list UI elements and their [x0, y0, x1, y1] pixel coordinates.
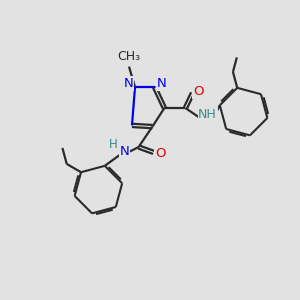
- Text: O: O: [193, 85, 203, 98]
- Text: CH₃: CH₃: [117, 50, 141, 64]
- Text: NH: NH: [198, 108, 217, 121]
- Text: H: H: [109, 138, 118, 151]
- Text: N: N: [124, 77, 133, 90]
- Text: N: N: [120, 145, 129, 158]
- Text: O: O: [155, 147, 166, 161]
- Text: N: N: [157, 77, 167, 90]
